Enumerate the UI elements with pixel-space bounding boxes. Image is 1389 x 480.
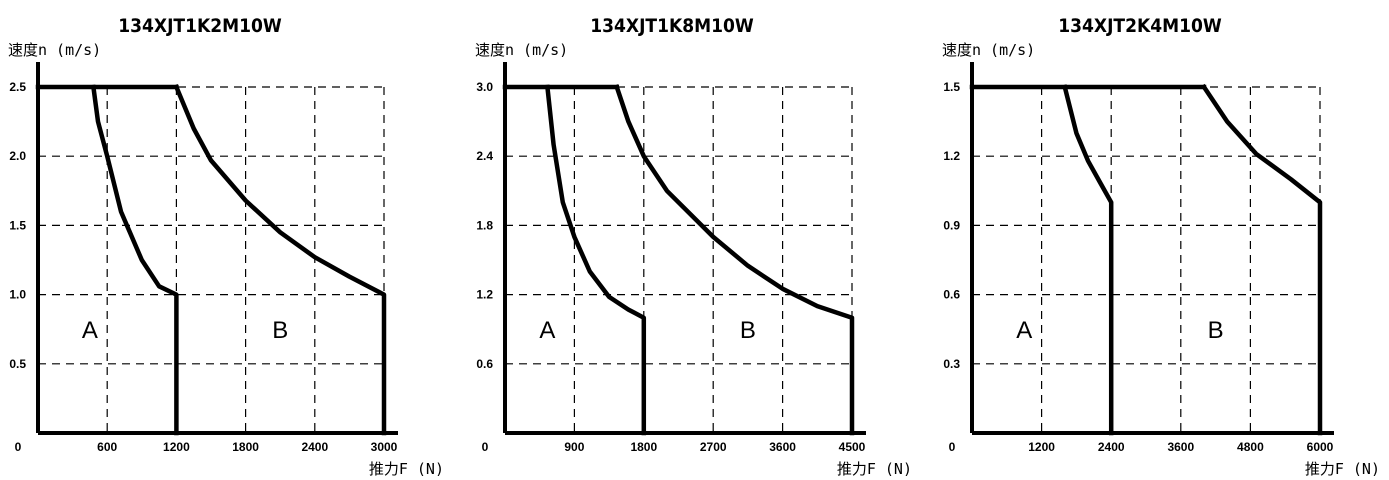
region-label-a: A (82, 317, 98, 344)
y-tick-label: 2.0 (9, 149, 26, 163)
x-tick-label: 3000 (371, 440, 398, 454)
series-line-2 (1062, 84, 1114, 436)
origin-label: 0 (482, 440, 489, 454)
series-line-2 (544, 84, 647, 436)
x-tick-label: 3600 (1167, 440, 1194, 454)
x-tick-label: 1800 (232, 440, 259, 454)
x-tick-label: 2400 (301, 440, 328, 454)
y-tick-label: 1.5 (9, 218, 26, 232)
y-tick-label: 2.4 (476, 149, 493, 163)
origin-label: 0 (15, 440, 22, 454)
y-axis-label: 速度n (m/s) (475, 41, 568, 59)
x-tick-label: 600 (97, 440, 117, 454)
y-tick-label: 1.2 (476, 288, 493, 302)
x-axis-label: 推力F (N) (369, 460, 444, 478)
series-line-3 (173, 84, 387, 436)
chart-panel-3: 134XJT2K4M10W 速度n (m/s) 推力F (N) 0 1200 2400 36… (942, 15, 1380, 478)
y-tick-label: 0.9 (943, 218, 960, 232)
region-label-b: B (740, 317, 756, 344)
y-tick-label: 3.0 (476, 80, 493, 94)
chart-panel-1: 134XJT1K2M10W 速度n (m/s) 推力F (N) 0 600 1200 180… (8, 15, 444, 478)
region-label-a: A (539, 317, 555, 344)
y-tick-label: 1.2 (943, 149, 960, 163)
y-tick-label: 2.5 (9, 80, 26, 94)
x-tick-label: 1800 (630, 440, 657, 454)
x-tick-label: 2700 (700, 440, 727, 454)
y-tick-label: 0.3 (943, 357, 960, 371)
x-tick-label: 6000 (1307, 440, 1334, 454)
x-tick-label: 4500 (839, 440, 866, 454)
x-tick-label: 900 (564, 440, 584, 454)
y-axis-label: 速度n (m/s) (8, 41, 101, 59)
x-tick-label: 1200 (1028, 440, 1055, 454)
series-line-3 (613, 84, 855, 436)
chart-title: 134XJT2K4M10W (1058, 15, 1222, 37)
chart-panel-2: 134XJT1K8M10W 速度n (m/s) 推力F (N) 0 900 1800 270… (475, 15, 912, 478)
y-tick-label: 1.0 (9, 288, 26, 302)
x-axis-label: 推力F (N) (837, 460, 912, 478)
chart-title: 134XJT1K8M10W (590, 15, 754, 37)
x-tick-label: 2400 (1098, 440, 1125, 454)
region-label-a: A (1016, 317, 1032, 344)
region-label-b: B (1208, 317, 1224, 344)
series-line-2 (90, 84, 179, 436)
series-line-3 (1200, 83, 1323, 436)
chart-title: 134XJT1K2M10W (118, 15, 282, 37)
y-tick-label: 0.5 (9, 357, 26, 371)
y-tick-label: 1.5 (943, 80, 960, 94)
origin-label: 0 (949, 440, 956, 454)
x-axis-label: 推力F (N) (1305, 460, 1380, 478)
y-tick-label: 0.6 (943, 288, 960, 302)
y-tick-label: 0.6 (476, 357, 493, 371)
x-tick-label: 1200 (163, 440, 190, 454)
x-tick-label: 4800 (1237, 440, 1264, 454)
y-tick-label: 1.8 (476, 218, 493, 232)
x-tick-label: 3600 (769, 440, 796, 454)
region-label-b: B (272, 317, 288, 344)
y-axis-label: 速度n (m/s) (942, 41, 1035, 59)
